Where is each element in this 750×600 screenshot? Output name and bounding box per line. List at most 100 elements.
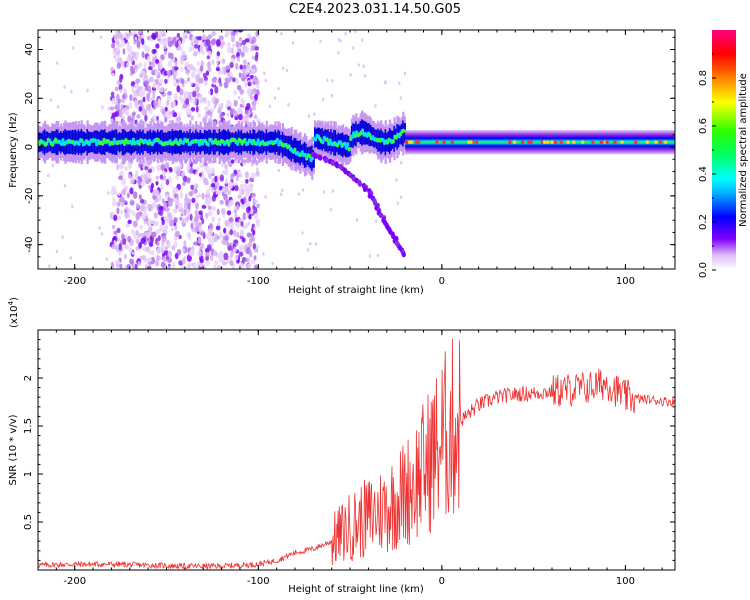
- heatmap-cell: [198, 226, 203, 233]
- heatmap-cell: [297, 192, 301, 196]
- heatmap-cell: [194, 210, 199, 215]
- heatmap-cell: [146, 257, 152, 263]
- heatmap-cell: [126, 209, 132, 214]
- heatmap-cell: [116, 164, 120, 171]
- heatmap-cell: [201, 218, 205, 225]
- heatmap-cell: [325, 137, 329, 142]
- figure-title: C2E4.2023.031.14.50.G05: [288, 2, 462, 17]
- heatmap-cell: [254, 264, 258, 269]
- colorbar-gradient: [712, 30, 736, 270]
- heatmap-cell: [131, 228, 135, 235]
- colorbar-ticks: 0.0 0.2 0.4 0.6 0.8: [698, 53, 716, 278]
- heatmap-cell: [246, 263, 252, 269]
- heatmap-cell: [400, 160, 403, 165]
- heatmap-cell: [227, 106, 232, 111]
- heatmap-cell: [225, 64, 230, 71]
- heatmap-cell: [403, 122, 406, 144]
- snr-scale-factor: (x104): [7, 297, 20, 328]
- heatmap-cell: [174, 60, 178, 66]
- heatmap-cell: [357, 181, 363, 187]
- heatmap-cell: [198, 193, 201, 198]
- heatmap-cell: [126, 192, 130, 199]
- heatmap-cell: [159, 174, 164, 180]
- heatmap-cell: [208, 90, 211, 95]
- heatmap-cell: [264, 78, 267, 83]
- heatmap-cell: [144, 80, 149, 87]
- heatmap-steady-band: [405, 129, 675, 155]
- heatmap-cell: [233, 239, 239, 244]
- x-tick-label: -100: [247, 276, 270, 287]
- heatmap-cell: [225, 139, 230, 144]
- heatmap-cell: [255, 172, 259, 177]
- heatmap-cell: [176, 116, 182, 123]
- heatmap-cell: [234, 217, 239, 223]
- heatmap-cell: [121, 39, 126, 47]
- heatmap-cell: [329, 207, 333, 212]
- heatmap-cell: [125, 206, 128, 211]
- heatmap-cell: [244, 38, 250, 43]
- colorbar-tick-label: 0.2: [698, 214, 709, 230]
- heatmap-cell: [178, 95, 183, 101]
- heatmap-cell: [163, 202, 168, 208]
- heatmap-cell: [215, 190, 219, 195]
- heatmap-cell: [152, 49, 157, 54]
- heatmap-cell: [396, 201, 400, 206]
- heatmap-cell: [357, 63, 361, 67]
- heatmap-cell: [242, 59, 247, 65]
- snr-y-label: SNR (10 * v/v): [8, 414, 19, 485]
- heatmap-cell: [160, 261, 166, 268]
- heatmap-cell: [399, 96, 402, 100]
- heatmap-cell: [217, 222, 220, 226]
- heatmap-cell: [182, 31, 188, 37]
- heatmap-cell: [241, 72, 246, 79]
- heatmap-cell: [191, 188, 196, 195]
- heatmap-cell: [138, 176, 141, 185]
- heatmap-cell: [240, 174, 243, 178]
- heatmap-cell: [130, 141, 134, 146]
- heatmap-cell: [164, 79, 168, 84]
- heatmap-cell: [221, 58, 226, 64]
- heatmap-cell: [142, 165, 145, 169]
- heatmap-cell: [248, 240, 253, 248]
- heatmap-cell: [145, 169, 149, 174]
- heatmap-cell: [374, 104, 377, 108]
- heatmap-cell: [245, 200, 251, 208]
- heatmap-cell: [205, 251, 210, 257]
- heatmap-cell: [176, 32, 181, 38]
- heatmap-cell: [161, 239, 165, 246]
- heatmap-cell: [337, 51, 340, 55]
- heatmap-cell: [173, 240, 178, 249]
- heatmap-cell: [69, 256, 73, 260]
- heatmap-cell: [167, 40, 173, 48]
- colorbar-tick-label: 0.0: [698, 262, 709, 278]
- heatmap-cell: [360, 128, 365, 133]
- heatmap-cell: [136, 40, 141, 48]
- heatmap-cell: [77, 141, 81, 146]
- heatmap-cell: [206, 244, 212, 251]
- heatmap-cell: [135, 57, 138, 61]
- heatmap-cell: [308, 153, 312, 159]
- y-tick-label: 0.5: [23, 514, 34, 530]
- heatmap-cell: [197, 142, 202, 147]
- heatmap-cell: [230, 159, 235, 164]
- heatmap-cell: [209, 88, 214, 96]
- heatmap-cell: [38, 70, 41, 74]
- heatmap-cell: [209, 112, 213, 118]
- heatmap-cell: [119, 89, 123, 93]
- heatmap-cell: [253, 199, 258, 204]
- heatmap-cell: [645, 140, 650, 144]
- heatmap-cell: [263, 71, 266, 75]
- heatmap-cell: [232, 77, 236, 83]
- colorbar: 0.0 0.2 0.4 0.6 0.8 Normalized spectral ampl…: [698, 30, 749, 278]
- heatmap-cell: [155, 69, 159, 76]
- heatmap-cell: [166, 99, 170, 106]
- snr-x-label: Height of straight line (km): [288, 584, 424, 595]
- spectrogram-y-ticks: -40 -20 0 20 40: [24, 36, 675, 270]
- heatmap-cell: [322, 190, 326, 194]
- heatmap-cell: [251, 55, 256, 60]
- heatmap-cell: [213, 81, 216, 86]
- heatmap-cell: [139, 198, 145, 204]
- heatmap-cell: [123, 253, 127, 260]
- heatmap-cell: [271, 261, 274, 266]
- heatmap-cell: [120, 209, 124, 215]
